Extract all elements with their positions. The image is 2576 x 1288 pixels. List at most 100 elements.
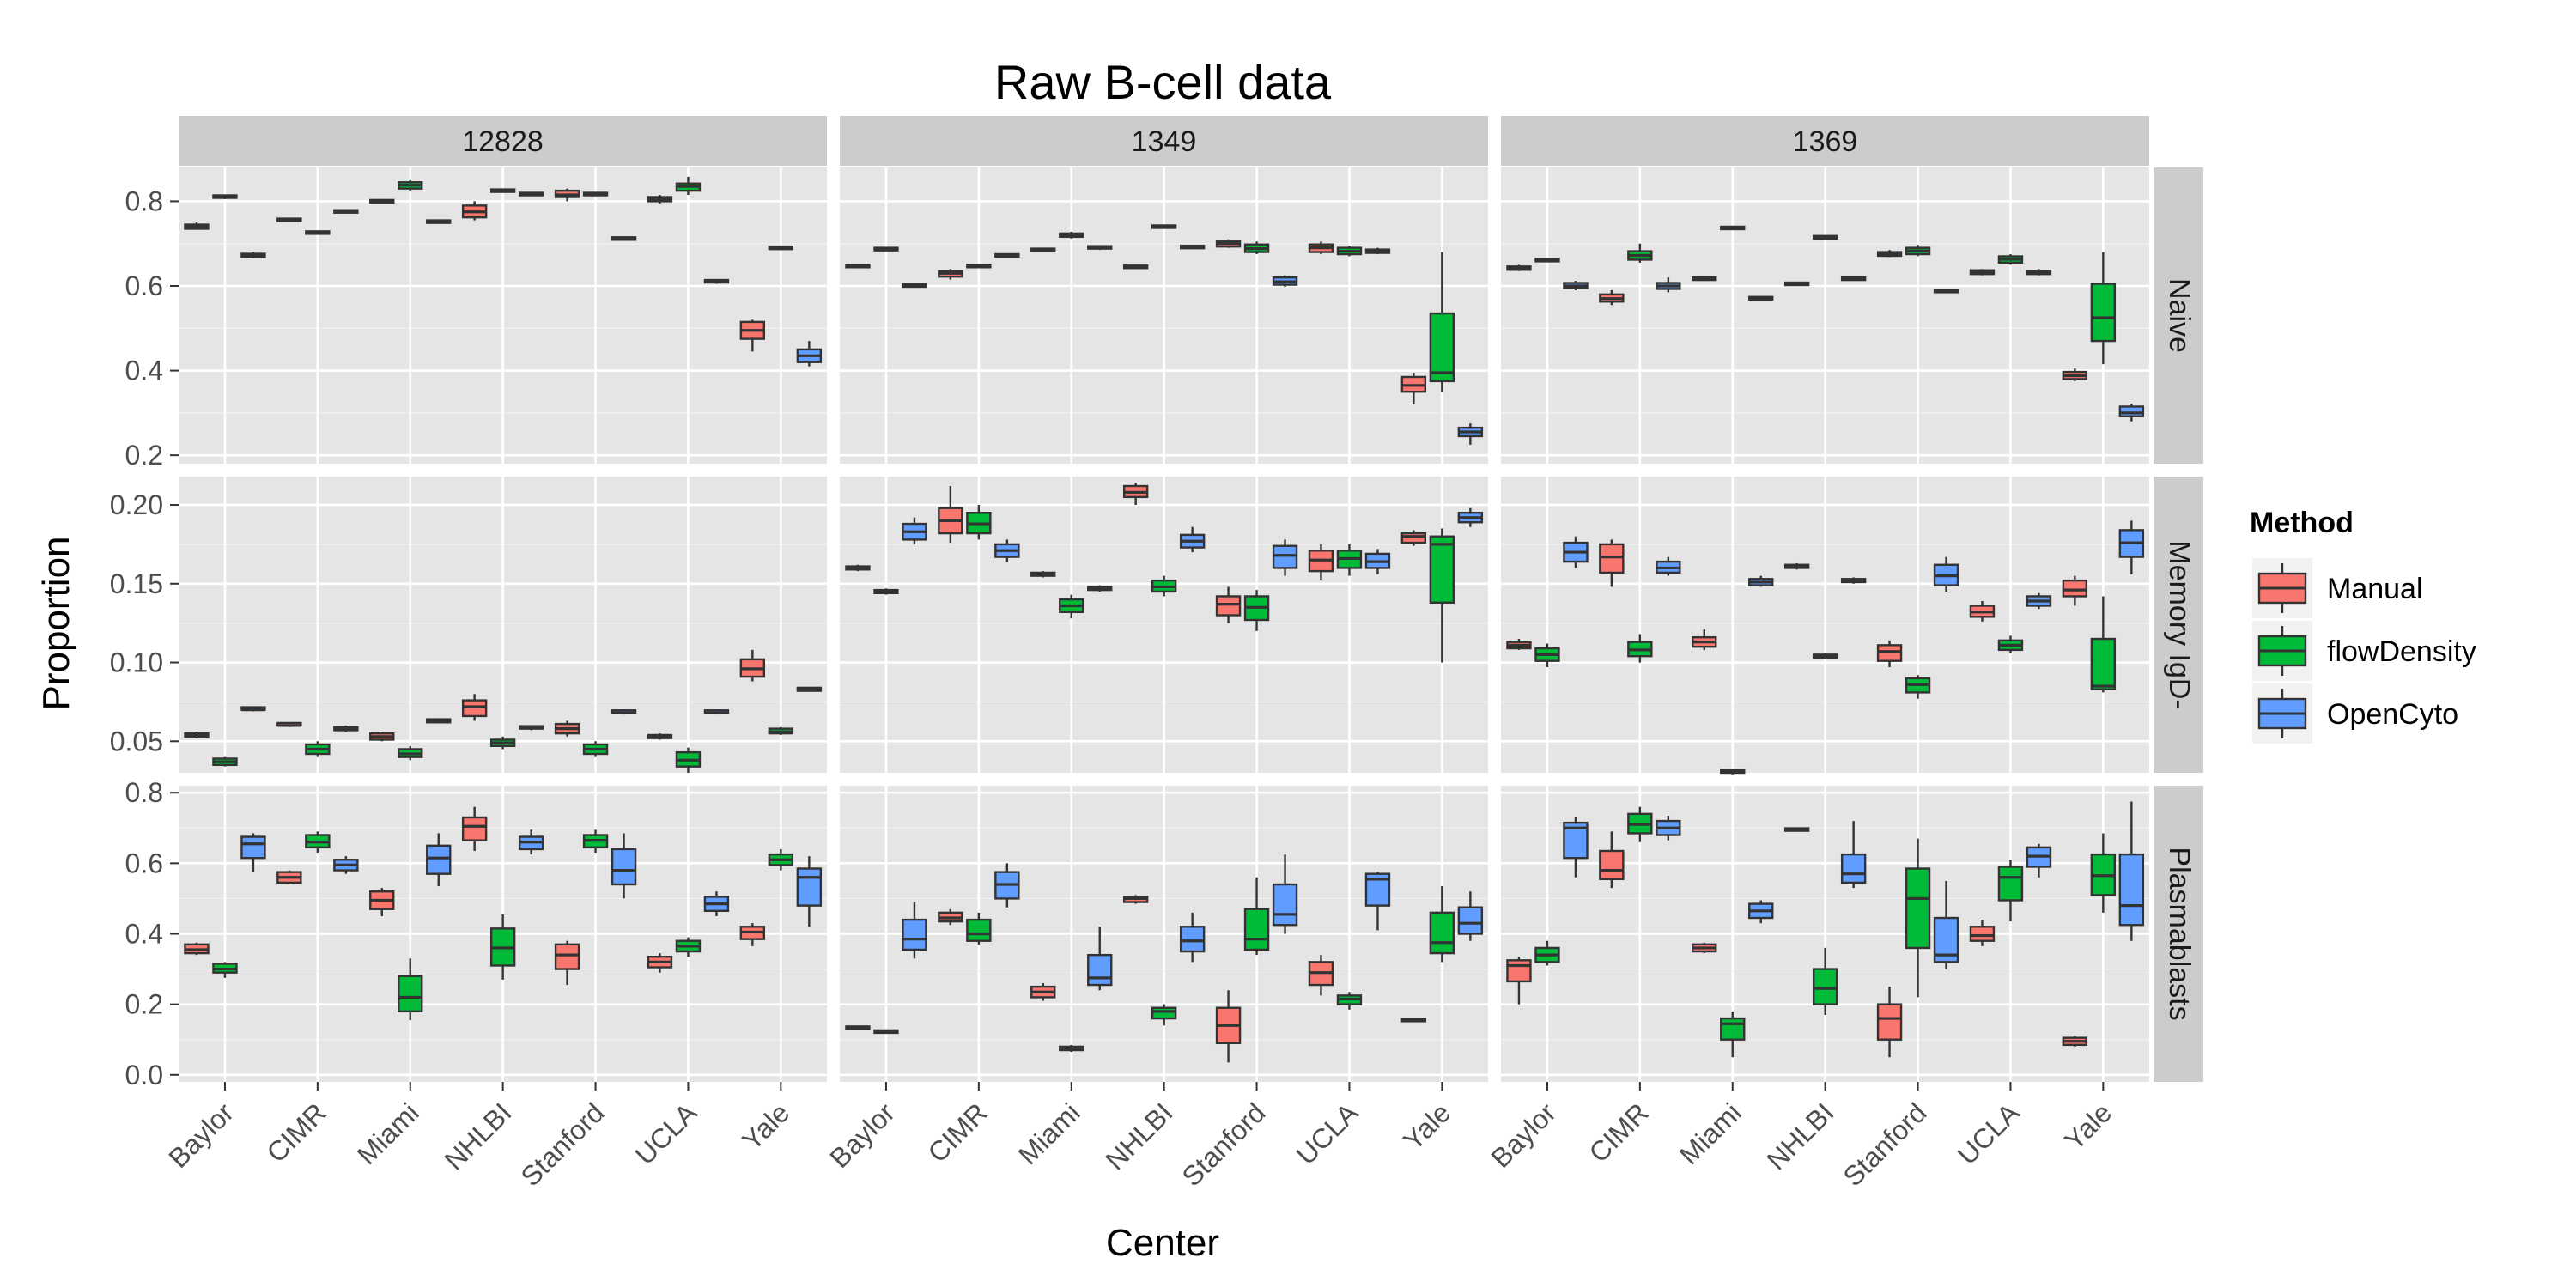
box-miami-flowdensity xyxy=(1059,594,1084,619)
box-body xyxy=(966,918,992,942)
y-tick-label: 0.2 xyxy=(125,440,163,471)
x-tick-label: Baylor xyxy=(823,1097,901,1174)
facet-strip-label: 1369 xyxy=(1793,125,1858,158)
box-body xyxy=(1087,953,1113,987)
facet-strip-12828 xyxy=(179,116,827,166)
box-body xyxy=(1272,544,1298,569)
box-baylor-flowdensity xyxy=(1534,940,1560,966)
y-tick-label: 0.8 xyxy=(125,185,163,216)
box-yale-opencyto xyxy=(2118,520,2145,574)
y-tick-label: 0.2 xyxy=(125,989,163,1020)
x-tick-label: CIMR xyxy=(1583,1097,1655,1168)
box-body xyxy=(1215,595,1242,617)
box-stanford-opencyto xyxy=(1272,275,1298,287)
box-stanford-opencyto xyxy=(1272,539,1298,576)
box-nhlbi-manual xyxy=(461,694,488,721)
box-baylor-manual xyxy=(184,942,210,956)
box-ucla-manual xyxy=(647,195,673,204)
box-stanford-flowdensity xyxy=(1905,675,1931,699)
box-cimr-opencyto xyxy=(333,856,359,874)
box-cimr-flowdensity xyxy=(305,741,331,757)
x-axis-title: Center xyxy=(1106,1222,1219,1264)
box-yale-manual xyxy=(2062,1036,2088,1047)
box-baylor-manual xyxy=(873,588,899,595)
box-body xyxy=(611,848,637,886)
y-tick-label: 0.15 xyxy=(110,568,163,599)
box-nhlbi-manual xyxy=(1122,264,1149,270)
y-axis-title: Proportion xyxy=(35,536,77,710)
x-tick-label: Miami xyxy=(351,1097,425,1170)
box-ucla-opencyto xyxy=(703,278,730,284)
x-tick-label: NHLBI xyxy=(438,1097,517,1176)
box-baylor-flowdensity xyxy=(1534,643,1560,668)
box-nhlbi-manual xyxy=(1783,562,1810,570)
legend-label: Manual xyxy=(2327,573,2423,605)
box-ucla-flowdensity xyxy=(1336,246,1363,257)
facet-strip-1349 xyxy=(840,116,1488,166)
box-yale-opencyto xyxy=(1457,507,1484,527)
box-yale-flowdensity xyxy=(1429,252,1455,392)
box-baylor-opencyto xyxy=(1563,817,1589,878)
box-cimr-manual xyxy=(276,217,302,222)
box-body xyxy=(461,699,488,718)
box-ucla-opencyto xyxy=(2026,269,2052,276)
box-body xyxy=(461,816,488,841)
box-stanford-manual xyxy=(1215,990,1242,1063)
box-ucla-flowdensity xyxy=(1336,544,1363,576)
box-body xyxy=(426,844,452,875)
box-ucla-opencyto xyxy=(2026,592,2052,610)
x-tick-label: Stanford xyxy=(1176,1097,1272,1192)
box-miami-manual xyxy=(1030,247,1056,252)
box-miami-opencyto xyxy=(1748,900,1774,924)
y-tick-label: 0.6 xyxy=(125,848,163,878)
box-yale-opencyto xyxy=(1457,423,1484,445)
box-cimr-opencyto xyxy=(994,252,1020,258)
box-yale-opencyto xyxy=(2118,801,2145,941)
box-cimr-flowdensity xyxy=(1627,806,1653,842)
box-ucla-opencyto xyxy=(1364,549,1391,574)
box-ucla-flowdensity xyxy=(1997,254,2024,265)
box-baylor-flowdensity xyxy=(212,962,238,978)
box-nhlbi-opencyto xyxy=(518,191,544,197)
box-miami-opencyto xyxy=(1087,245,1113,251)
box-ucla-flowdensity xyxy=(1336,992,1363,1010)
x-tick-label: Miami xyxy=(1674,1097,1747,1170)
box-stanford-manual xyxy=(1215,586,1242,623)
box-body xyxy=(2090,283,2117,343)
box-ucla-flowdensity xyxy=(1997,635,2024,653)
panel-memory-igd--1349 xyxy=(840,477,1488,773)
chart-title: Raw B-cell data xyxy=(994,55,1332,109)
box-stanford-manual xyxy=(1876,250,1903,258)
box-ucla-manual xyxy=(647,733,673,740)
y-tick-label: 0.10 xyxy=(110,647,163,678)
box-body xyxy=(2090,637,2117,690)
box-body xyxy=(1429,911,1455,955)
box-cimr-opencyto xyxy=(1656,556,1681,576)
box-body xyxy=(1876,644,1903,662)
x-tick-label: Yale xyxy=(736,1097,795,1156)
box-yale-manual xyxy=(739,649,766,682)
box-yale-manual xyxy=(1400,373,1427,404)
box-nhlbi-opencyto xyxy=(1179,912,1206,963)
box-stanford-opencyto xyxy=(1933,556,1959,592)
box-baylor-manual xyxy=(184,222,210,230)
box-ucla-manual xyxy=(1969,920,1996,946)
panel-naive-1369 xyxy=(1501,167,2149,464)
box-body xyxy=(1429,312,1455,383)
x-tick-label: NHLBI xyxy=(1099,1097,1178,1176)
row-strip-label: Plasmablasts xyxy=(2163,847,2196,1020)
box-miami-flowdensity xyxy=(1720,225,1746,231)
box-nhlbi-manual xyxy=(1783,827,1810,832)
box-miami-opencyto xyxy=(1748,295,1774,301)
panel-plasmablasts-1349 xyxy=(840,786,1488,1082)
panel-memory-igd--1369 xyxy=(1501,477,2149,775)
row-strip-label: Naive xyxy=(2163,278,2196,353)
panel-plasmablasts-1369 xyxy=(1501,786,2149,1082)
box-nhlbi-manual xyxy=(1122,483,1149,506)
row-strip-2 xyxy=(2154,786,2203,1082)
box-cimr-flowdensity xyxy=(1627,634,1653,663)
box-cimr-flowdensity xyxy=(966,912,992,945)
box-yale-opencyto xyxy=(796,856,823,927)
facet-strip-1369 xyxy=(1501,116,2149,166)
